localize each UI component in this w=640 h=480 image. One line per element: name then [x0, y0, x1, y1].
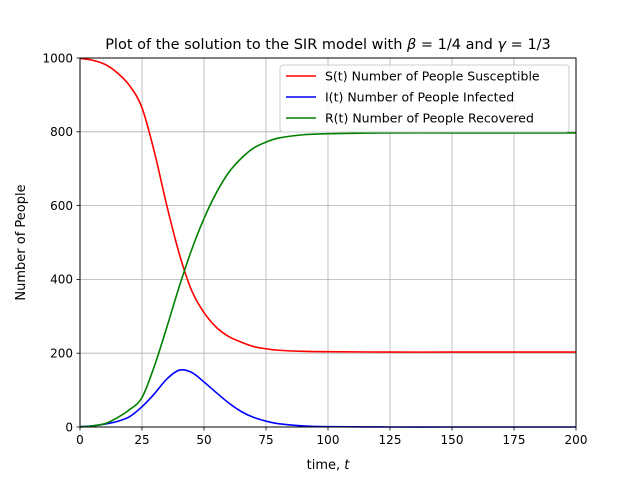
- x-tick-label: 100: [317, 433, 340, 447]
- x-tick-label: 75: [258, 433, 273, 447]
- y-tick-label: 200: [50, 347, 73, 361]
- x-tick-label: 50: [196, 433, 211, 447]
- x-axis-label: time, t: [307, 458, 351, 473]
- y-tick-label: 600: [50, 199, 73, 213]
- legend-box: [279, 64, 570, 133]
- y-tick-label: 800: [50, 125, 73, 139]
- x-tick-label: 125: [379, 433, 402, 447]
- legend-label: S(t) Number of People Susceptible: [325, 69, 540, 84]
- x-tick-label: 0: [76, 433, 84, 447]
- ticks: 0 25 50 75 100 125 150 175 200 0 200 400 600 800 1000: [42, 51, 587, 447]
- x-tick-label: 150: [441, 433, 464, 447]
- legend-label: R(t) Number of People Recovered: [325, 111, 534, 126]
- legend-label: I(t) Number of People Infected: [325, 90, 514, 105]
- x-tick-label: 200: [565, 433, 588, 447]
- chart-title: Plot of the solution to the SIR model wi…: [105, 37, 551, 53]
- x-tick-label: 175: [503, 433, 526, 447]
- y-tick-label: 0: [65, 420, 73, 434]
- series-susceptible: [79, 57, 576, 353]
- x-tick-label: 25: [134, 433, 149, 447]
- y-tick-label: 400: [50, 273, 73, 287]
- legend: S(t) Number of People Susceptible I(t) Nu…: [279, 64, 570, 133]
- y-axis-label: Number of People: [14, 184, 29, 300]
- series-recovered: [79, 132, 576, 428]
- y-tick-label: 1000: [42, 51, 73, 65]
